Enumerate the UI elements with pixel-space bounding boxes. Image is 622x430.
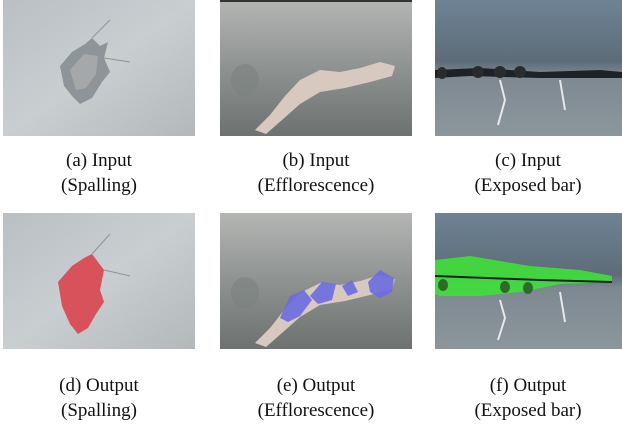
caption: (b) Input — [282, 150, 350, 171]
panel-c — [435, 0, 622, 136]
subcaption: (Efflorescence) — [258, 175, 375, 196]
subcaption: (Spalling) — [61, 175, 137, 196]
caption: (c) Input — [495, 150, 562, 171]
subcaption: (Efflorescence) — [258, 400, 375, 421]
caption: (f) Output — [490, 375, 567, 396]
subcaption: (Spalling) — [61, 400, 137, 421]
panel-d — [3, 213, 195, 349]
panel-a — [3, 0, 195, 136]
caption: (d) Output — [59, 375, 139, 396]
caption: (a) Input — [66, 150, 133, 171]
panel-f — [435, 213, 622, 349]
figure: (a) Input (Spalling) (b) Input (Efflores… — [0, 0, 622, 430]
panel-e — [220, 213, 412, 349]
subcaption: (Exposed bar) — [474, 175, 581, 196]
caption: (e) Output — [277, 375, 356, 396]
subcaption: (Exposed bar) — [474, 400, 581, 421]
panel-b — [220, 0, 412, 136]
